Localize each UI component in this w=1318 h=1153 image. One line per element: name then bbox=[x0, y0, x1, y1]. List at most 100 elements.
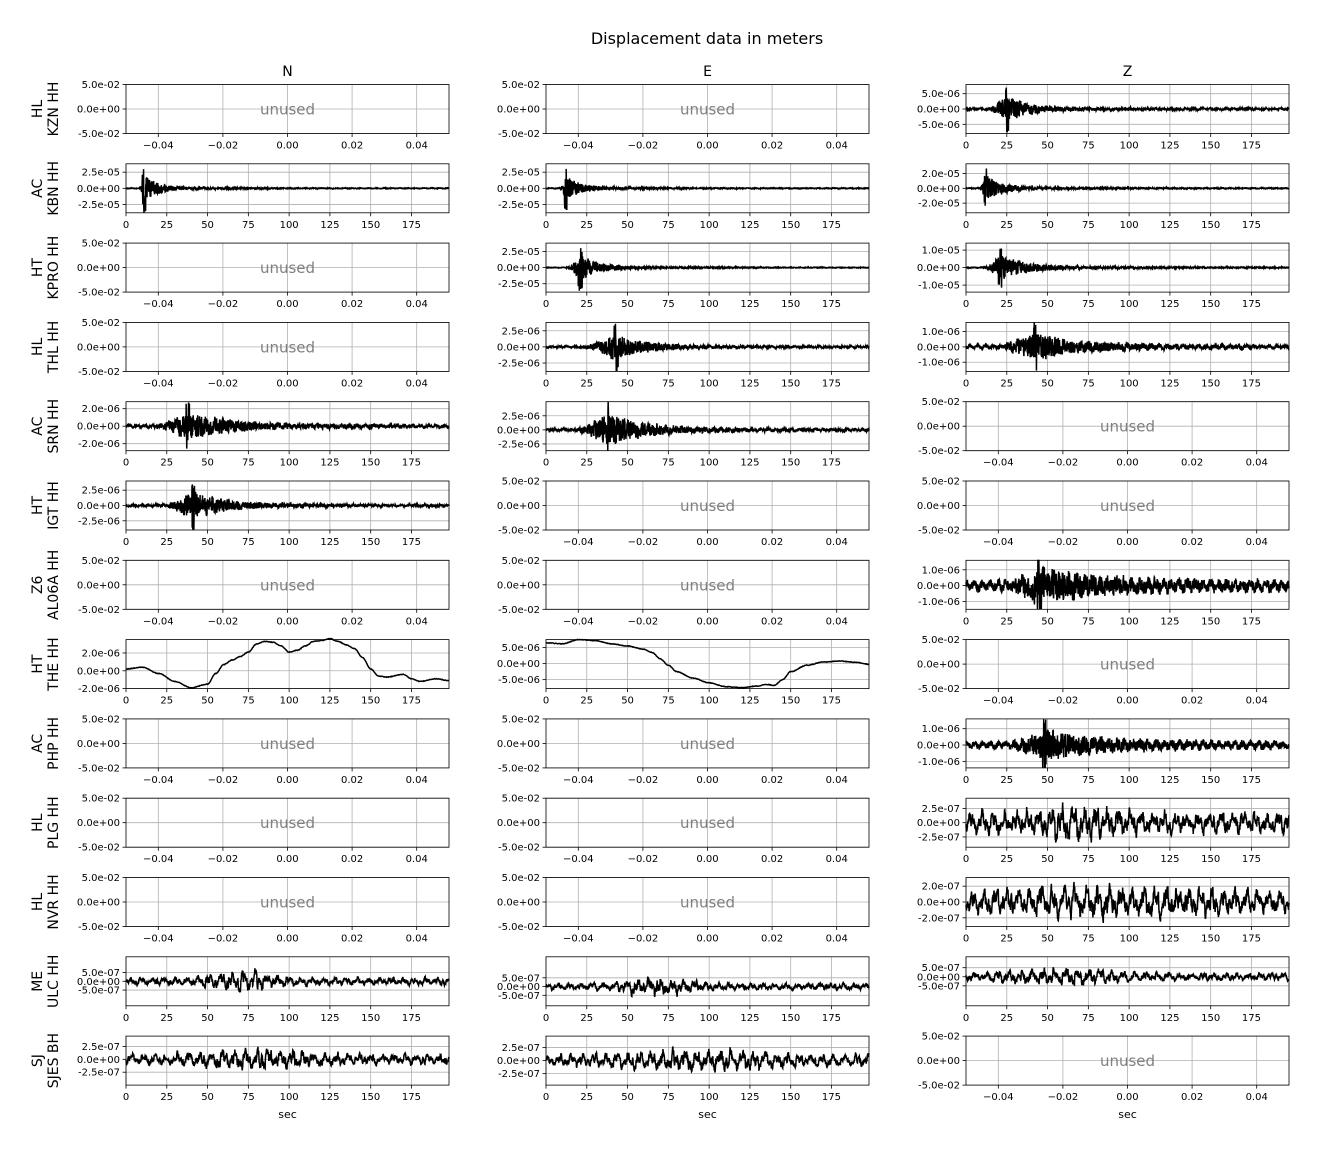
x-tick-label: 25 bbox=[1000, 616, 1013, 627]
x-tick-label: 100 bbox=[1120, 616, 1139, 627]
y-tick-label: 0.0e+00 bbox=[917, 105, 960, 116]
x-tick-label: −0.02 bbox=[208, 299, 239, 310]
waveform-trace bbox=[545, 401, 870, 451]
unused-label: unused bbox=[680, 101, 735, 119]
x-tick-label: 0 bbox=[963, 775, 969, 786]
unused-label: unused bbox=[680, 894, 735, 912]
x-tick-label: 0.00 bbox=[696, 537, 718, 548]
y-tick-label: 0.0e+00 bbox=[497, 659, 540, 670]
panel: −0.04 −0.02 0.00 0.02 0.04 5.0e-02 0.0e+00 -5.0… bbox=[77, 318, 450, 389]
x-tick-label: 150 bbox=[781, 299, 800, 310]
y-tick-label: 2.0e-07 bbox=[922, 882, 960, 893]
x-tick-label: 175 bbox=[402, 1013, 421, 1024]
x-tick-label: 50 bbox=[201, 1092, 214, 1103]
x-tick-label: 100 bbox=[280, 458, 299, 469]
y-tick-label: 5.0e-02 bbox=[502, 794, 540, 805]
panel: 0 25 50 75 100 125 150 175 2.5e-05 0.0e+00 -2.5e-0… bbox=[497, 163, 870, 231]
x-tick-label: −0.02 bbox=[628, 934, 659, 945]
x-tick-label: 0.02 bbox=[1181, 1092, 1203, 1103]
x-tick-label: 75 bbox=[662, 220, 675, 231]
y-tick-label: 1.0e-06 bbox=[922, 724, 960, 735]
x-tick-label: 75 bbox=[242, 696, 255, 707]
x-tick-label: 0.02 bbox=[761, 141, 783, 152]
y-tick-label: -5.0e-02 bbox=[498, 526, 540, 537]
x-tick-label: −0.04 bbox=[563, 141, 594, 152]
x-tick-label: 50 bbox=[1041, 616, 1054, 627]
panel-frame bbox=[545, 718, 870, 769]
x-tick-label: 0 bbox=[963, 934, 969, 945]
y-tick-label: -5.0e-07 bbox=[78, 986, 120, 997]
y-tick-label: 0.0e+00 bbox=[497, 818, 540, 829]
panel: 0 25 50 75 100 125 150 175 2.5e-07 0.0e+00 -2.5e-0… bbox=[77, 1035, 450, 1121]
x-tick-label: 75 bbox=[1082, 854, 1095, 865]
row-label-network: Z6 bbox=[30, 575, 46, 594]
x-tick-label: 0.04 bbox=[826, 616, 848, 627]
x-tick-label: 50 bbox=[621, 1092, 634, 1103]
x-tick-label: 150 bbox=[781, 1092, 800, 1103]
panel-frame bbox=[545, 321, 870, 372]
x-tick-label: 0.04 bbox=[1246, 696, 1268, 707]
y-tick-label: 0.0e+00 bbox=[497, 263, 540, 274]
panel: 0 25 50 75 100 125 150 175 5.0e-06 0.0e+00 -5.0e-0… bbox=[497, 638, 870, 707]
panel: 0 25 50 75 100 125 150 175 1.0e-06 0.0e+00 -1.0e-0… bbox=[917, 559, 1290, 627]
x-tick-label: −0.02 bbox=[1048, 537, 1079, 548]
x-tick-label: 75 bbox=[1082, 141, 1095, 152]
y-tick-label: 5.0e-02 bbox=[502, 873, 540, 884]
unused-label: unused bbox=[680, 497, 735, 515]
x-tick-label: 150 bbox=[361, 458, 380, 469]
x-tick-label: 75 bbox=[662, 696, 675, 707]
x-tick-label: 0 bbox=[123, 1092, 129, 1103]
y-tick-label: 5.0e-02 bbox=[922, 397, 960, 408]
x-tick-label: 50 bbox=[621, 220, 634, 231]
panel: −0.04 −0.02 0.00 0.02 0.04 5.0e-02 0.0e+00 -5.0… bbox=[77, 80, 450, 152]
x-tick-label: 0.00 bbox=[276, 775, 298, 786]
x-tick-label: −0.02 bbox=[628, 775, 659, 786]
y-tick-label: 0.0e+00 bbox=[77, 739, 120, 750]
unused-label: unused bbox=[1100, 656, 1155, 674]
panel-frame bbox=[965, 1035, 1290, 1086]
x-tick-label: 0.00 bbox=[276, 616, 298, 627]
y-tick-label: -5.0e-02 bbox=[918, 1081, 960, 1092]
x-tick-label: 0.02 bbox=[341, 299, 363, 310]
y-tick-label: 0.0e+00 bbox=[917, 972, 960, 983]
y-tick-label: -5.0e-02 bbox=[918, 684, 960, 695]
unused-label: unused bbox=[260, 894, 315, 912]
x-tick-label: 50 bbox=[201, 1013, 214, 1024]
x-tick-label: 0 bbox=[963, 616, 969, 627]
x-tick-label: 25 bbox=[580, 458, 593, 469]
y-tick-label: 0.0e+00 bbox=[917, 422, 960, 433]
panel-frame bbox=[125, 1035, 450, 1086]
row-label-network: HT bbox=[30, 496, 46, 516]
y-tick-label: -5.0e-02 bbox=[498, 605, 540, 616]
x-tick-label: 50 bbox=[1041, 854, 1054, 865]
y-tick-label: 5.0e-02 bbox=[922, 477, 960, 488]
y-tick-label: 2.5e-06 bbox=[82, 486, 120, 497]
panel: 0 25 50 75 100 125 150 175 2.0e-07 0.0e+00 -2.0e-0… bbox=[917, 877, 1290, 945]
y-tick-label: 0.0e+00 bbox=[497, 580, 540, 591]
y-tick-label: -2.5e-06 bbox=[78, 516, 120, 527]
panel-frame bbox=[965, 639, 1290, 689]
y-tick-label: 5.0e-07 bbox=[82, 968, 120, 979]
x-tick-label: 50 bbox=[1041, 141, 1054, 152]
panel-frame bbox=[965, 321, 1290, 372]
x-tick-label: 75 bbox=[242, 458, 255, 469]
x-tick-label: −0.04 bbox=[983, 696, 1014, 707]
waveform-trace bbox=[125, 402, 450, 449]
unused-label: unused bbox=[1100, 418, 1155, 436]
y-tick-label: -5.0e-02 bbox=[78, 922, 120, 933]
y-tick-label: 5.0e-02 bbox=[502, 556, 540, 567]
y-tick-label: 0.0e+00 bbox=[917, 342, 960, 353]
panel: −0.04 −0.02 0.00 0.02 0.04 5.0e-02 0.0e+00 -5.0… bbox=[497, 794, 870, 865]
x-tick-label: −0.04 bbox=[563, 934, 594, 945]
x-tick-label: 0 bbox=[123, 220, 129, 231]
y-tick-label: 0.0e+00 bbox=[917, 184, 960, 195]
x-tick-label: 0.02 bbox=[1181, 696, 1203, 707]
x-tick-label: 25 bbox=[580, 1013, 593, 1024]
x-tick-label: 125 bbox=[740, 458, 759, 469]
x-tick-label: −0.04 bbox=[563, 775, 594, 786]
unused-label: unused bbox=[260, 338, 315, 356]
y-tick-label: 0.0e+00 bbox=[917, 1056, 960, 1067]
row-label-station: KBN HH bbox=[46, 161, 62, 216]
